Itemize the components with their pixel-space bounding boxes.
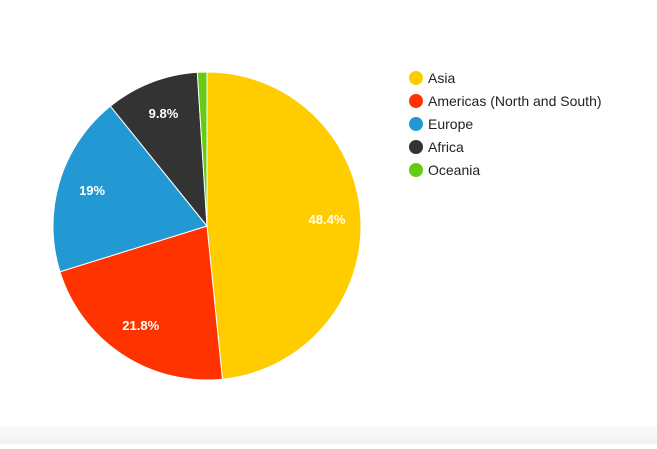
pie-slice-europe (52, 105, 208, 273)
legend-item-asia[interactable]: Asia (409, 70, 455, 86)
legend-swatch-europe (409, 117, 423, 131)
slice-label-americas-north-and-south: 21.8% (122, 318, 159, 333)
legend-swatch-oceania (409, 163, 423, 177)
legend-label-oceania: Oceania (428, 162, 480, 178)
legend: Asia Americas (North and South) Europe Afri… (409, 70, 602, 178)
pie-slice-africa (109, 71, 208, 228)
pie-slice-asia (206, 71, 362, 380)
legend-swatch-asia (409, 71, 423, 85)
pie-slice-oceania (196, 71, 208, 227)
legend-item-americas-north-and-south[interactable]: Americas (North and South) (409, 93, 602, 109)
legend-item-europe[interactable]: Europe (409, 116, 473, 132)
legend-swatch-americas-north-and-south (409, 94, 423, 108)
legend-label-asia: Asia (428, 70, 455, 86)
slices-layer (52, 71, 362, 381)
legend-label-africa: Africa (428, 139, 464, 155)
slice-label-africa: 9.8% (149, 106, 179, 121)
legend-item-oceania[interactable]: Oceania (409, 162, 480, 178)
slice-labels-layer: 48.4% 21.8% 19% 9.8% (79, 106, 346, 333)
bottom-strip (0, 426, 657, 444)
legend-swatch-africa (409, 140, 423, 154)
legend-label-europe: Europe (428, 116, 473, 132)
pie-slice-americas-north-and-south (59, 225, 224, 381)
legend-item-africa[interactable]: Africa (409, 139, 464, 155)
legend-label-americas-north-and-south: Americas (North and South) (428, 93, 602, 109)
slice-label-asia: 48.4% (309, 212, 346, 227)
slice-label-europe: 19% (79, 183, 105, 198)
